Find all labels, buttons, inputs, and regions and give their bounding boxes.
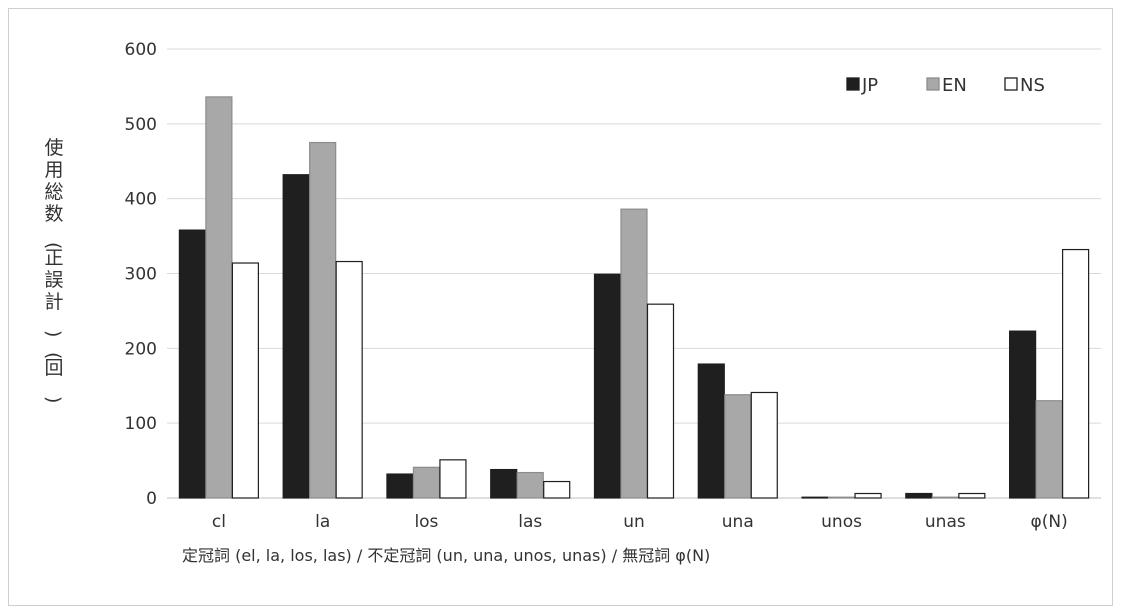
chart-frame: 0 100 200 300 400 500 600 cl la los las un una unos u…: [8, 8, 1113, 606]
y-axis-label: 使用総数(正誤計) (回): [42, 137, 64, 403]
bar-en-6: [827, 496, 856, 499]
legend-label-ns: NS: [1020, 75, 1045, 96]
bar-jp-0: [178, 229, 206, 499]
x-tick-label: cl: [212, 512, 226, 532]
y-tick-label: 100: [125, 414, 157, 434]
y-tick-label: 0: [146, 489, 157, 509]
bar-en-1: [309, 141, 337, 499]
x-tick-label: una: [722, 512, 754, 532]
bar-ns-7: [958, 492, 986, 499]
bar-en-5: [724, 394, 752, 499]
bar-ns-6: [854, 492, 882, 499]
y-tick-label: 200: [125, 339, 157, 359]
bar-jp-1: [282, 174, 310, 499]
bar-ns-5: [750, 391, 778, 499]
x-tick-label: φ(N): [1031, 512, 1068, 532]
bar-jp-2: [386, 473, 414, 499]
bar-en-2: [412, 466, 441, 499]
x-tick-label: un: [623, 512, 645, 532]
x-tick-label: unos: [821, 512, 862, 532]
y-tick-label: 600: [125, 40, 157, 60]
y-axis-ticks: 0 100 200 300 400 500 600: [125, 40, 157, 509]
bar-jp-3: [490, 468, 518, 499]
x-tick-label: las: [518, 512, 542, 532]
y-tick-label: 300: [125, 265, 157, 285]
bar-en-3: [516, 471, 544, 499]
y-tick-label: 500: [125, 115, 157, 135]
bar-jp-7: [905, 492, 933, 499]
bar-ns-1: [335, 260, 363, 499]
legend-swatch-jp: [846, 77, 860, 91]
x-tick-label: los: [414, 512, 438, 532]
legend: JP EN NS: [846, 75, 1045, 96]
legend-swatch-ns: [1004, 77, 1018, 91]
bar-ns-4: [646, 303, 675, 499]
bar-ns-3: [543, 480, 571, 499]
legend-label-jp: JP: [861, 75, 878, 96]
y-axis-label-text: 使用総数(正誤計) (回): [42, 137, 64, 403]
x-axis-ticks: cl la los las un una unos unas φ(N): [212, 512, 1068, 532]
bar-ns-0: [231, 262, 259, 499]
bar-en-8: [1035, 400, 1063, 499]
legend-swatch-en: [926, 77, 940, 91]
y-tick-label: 400: [125, 190, 157, 210]
bar-en-0: [205, 96, 233, 499]
bars: [178, 96, 1090, 499]
legend-label-en: EN: [942, 75, 967, 96]
bar-en-4: [620, 208, 648, 499]
bar-en-7: [931, 496, 959, 499]
x-tick-label: unas: [925, 512, 966, 532]
bar-ns-2: [439, 459, 467, 499]
bar-jp-5: [697, 363, 725, 499]
x-axis-label: 定冠詞 (el, la, los, las) / 不定冠詞 (un, una, …: [182, 546, 710, 565]
bar-jp-8: [1009, 330, 1037, 499]
x-tick-label: la: [315, 512, 330, 532]
bar-ns-8: [1062, 248, 1090, 499]
bar-jp-6: [801, 496, 829, 499]
bar-jp-4: [593, 273, 622, 499]
bar-chart: 0 100 200 300 400 500 600 cl la los las un una unos u…: [42, 40, 1101, 565]
